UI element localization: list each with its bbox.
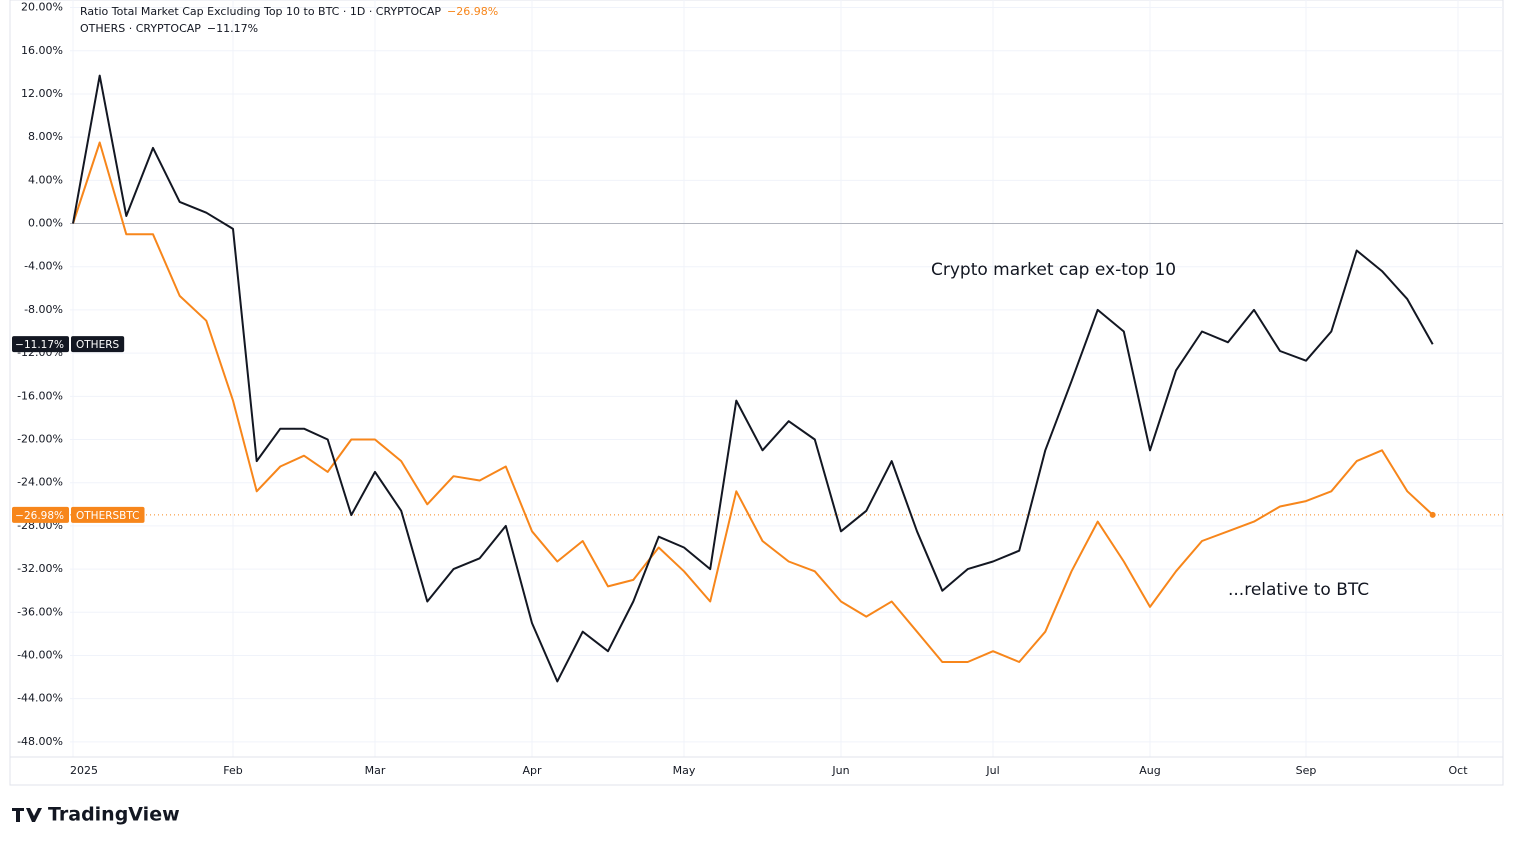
brand-logo bbox=[12, 808, 42, 822]
brand-name: TradingView bbox=[48, 804, 180, 826]
legend-value: −26.98% bbox=[447, 5, 498, 18]
x-tick-label: Apr bbox=[522, 764, 542, 777]
x-tick-label: Jun bbox=[831, 764, 849, 777]
legend-value: −11.17% bbox=[207, 22, 258, 35]
chart-frame bbox=[9, 0, 1504, 786]
y-tick-label: 4.00% bbox=[28, 173, 63, 186]
price-tag-box bbox=[12, 336, 69, 353]
y-tick-label: -16.00% bbox=[17, 389, 63, 402]
price-tag: −11.17% OTHERS bbox=[12, 336, 125, 353]
series-line bbox=[72, 141, 1434, 663]
price-tag-box bbox=[12, 506, 69, 523]
legend-name: Ratio Total Market Cap Excluding Top 10 … bbox=[80, 5, 441, 18]
x-tick-label: Sep bbox=[1296, 764, 1317, 777]
y-tick-label: 8.00% bbox=[28, 130, 63, 143]
x-tick-label: Oct bbox=[1448, 764, 1468, 777]
y-tick-label: -44.00% bbox=[17, 692, 63, 705]
price-tag-symbol: OTHERSBTC bbox=[76, 510, 140, 522]
x-tick-label: Mar bbox=[365, 764, 386, 777]
series-line bbox=[72, 74, 1434, 683]
y-tick-label: -24.00% bbox=[17, 476, 63, 489]
annotation: ...relative to BTC bbox=[1228, 580, 1369, 600]
price-tag-box bbox=[71, 336, 125, 353]
legend-name: OTHERS · CRYPTOCAP bbox=[80, 22, 201, 35]
y-tick-label: -32.00% bbox=[17, 562, 63, 575]
y-tick-label: -20.00% bbox=[17, 433, 63, 446]
y-tick-label: 20.00% bbox=[21, 1, 63, 14]
y-tick-label: -8.00% bbox=[24, 303, 63, 316]
x-tick-label: 2025 bbox=[70, 764, 98, 777]
x-tick-label: Feb bbox=[223, 764, 242, 777]
x-tick-label: May bbox=[673, 764, 696, 777]
x-tick-label: Jul bbox=[985, 764, 999, 777]
y-tick-label: 12.00% bbox=[21, 87, 63, 100]
annotation: Crypto market cap ex-top 10 bbox=[931, 260, 1176, 280]
price-tag-value: −11.17% bbox=[15, 339, 64, 351]
price-tag-box bbox=[71, 506, 145, 523]
y-tick-label: -40.00% bbox=[17, 648, 63, 661]
y-tick-label: -36.00% bbox=[17, 605, 63, 618]
x-tick-label: Aug bbox=[1139, 764, 1160, 777]
y-tick-label: -48.00% bbox=[17, 735, 63, 748]
price-tag-value: −26.98% bbox=[15, 510, 64, 522]
last-point bbox=[1429, 511, 1436, 518]
y-tick-label: 0.00% bbox=[28, 217, 63, 230]
price-tag-symbol: OTHERS bbox=[76, 339, 120, 351]
price-tag: −26.98% OTHERSBTC bbox=[12, 506, 145, 523]
y-tick-label: -4.00% bbox=[24, 260, 63, 273]
y-tick-label: 16.00% bbox=[21, 44, 63, 57]
